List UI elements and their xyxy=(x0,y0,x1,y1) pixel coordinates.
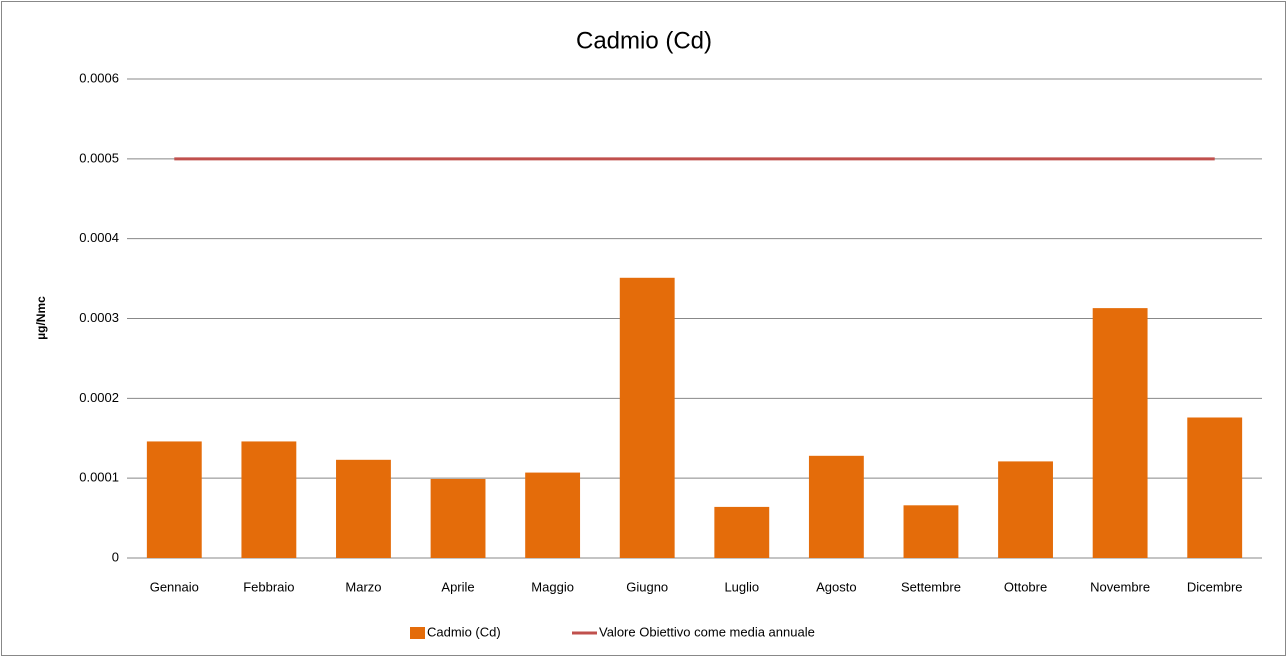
bar xyxy=(1187,417,1243,558)
bar xyxy=(903,505,959,558)
bar xyxy=(1092,308,1148,558)
legend-label: Valore Obiettivo come media annuale xyxy=(599,624,815,639)
y-tick-label: 0.0005 xyxy=(79,150,119,165)
x-tick-label: Dicembre xyxy=(1187,579,1243,594)
x-tick-label: Novembre xyxy=(1090,579,1150,594)
bar xyxy=(430,478,486,558)
x-tick-label: Agosto xyxy=(816,579,856,594)
y-tick-label: 0.0002 xyxy=(79,390,119,405)
x-tick-label: Gennaio xyxy=(150,579,199,594)
x-tick-label: Marzo xyxy=(345,579,381,594)
x-tick-label: Luglio xyxy=(724,579,759,594)
bar xyxy=(525,472,581,558)
x-tick-label: Febbraio xyxy=(243,579,294,594)
x-tick-label: Settembre xyxy=(901,579,961,594)
x-tick-label: Giugno xyxy=(626,579,668,594)
x-tick-label: Aprile xyxy=(441,579,474,594)
legend-label: Cadmio (Cd) xyxy=(427,624,501,639)
bar xyxy=(714,506,770,558)
bar xyxy=(336,459,391,558)
x-tick-label: Maggio xyxy=(531,579,574,594)
y-tick-label: 0.0004 xyxy=(79,230,119,245)
bar xyxy=(619,277,675,558)
y-tick-label: 0.0003 xyxy=(79,310,119,325)
y-tick-label: 0 xyxy=(112,549,119,564)
x-tick-label: Ottobre xyxy=(1004,579,1047,594)
y-axis-label: µg/Nmc xyxy=(34,296,48,340)
bar xyxy=(808,455,864,558)
bar xyxy=(241,441,297,558)
bar xyxy=(998,461,1053,558)
legend-swatch xyxy=(410,627,425,639)
y-tick-label: 0.0001 xyxy=(79,470,119,485)
bar xyxy=(146,441,202,558)
chart-title: Cadmio (Cd) xyxy=(576,27,712,54)
y-tick-label: 0.0006 xyxy=(79,70,119,85)
